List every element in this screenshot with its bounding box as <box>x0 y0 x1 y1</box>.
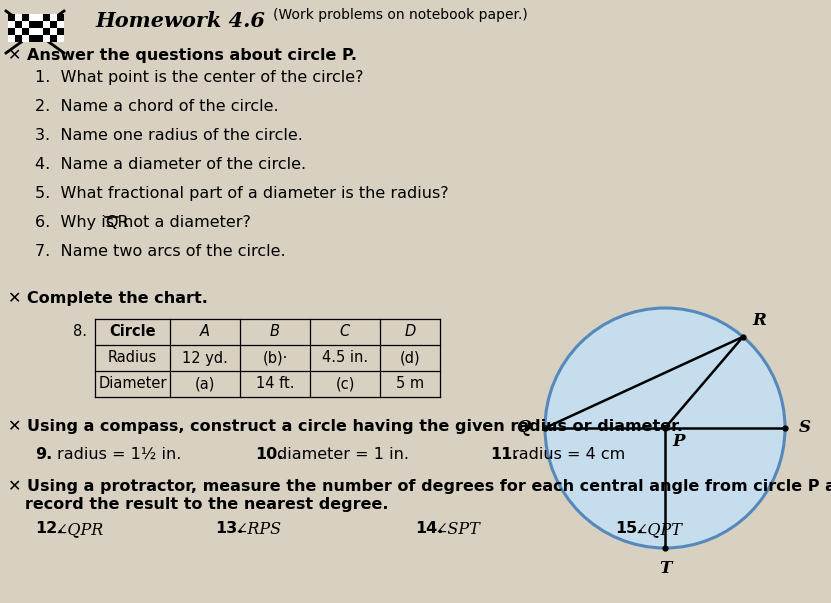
Bar <box>57 28 64 35</box>
Text: 10.: 10. <box>255 447 283 462</box>
Text: 2.  Name a chord of the circle.: 2. Name a chord of the circle. <box>35 99 278 114</box>
Text: not a diameter?: not a diameter? <box>117 215 250 230</box>
Text: ∠QPT: ∠QPT <box>635 521 683 538</box>
Bar <box>29 14 36 21</box>
Text: diameter = 1 in.: diameter = 1 in. <box>277 447 409 462</box>
Text: 9.: 9. <box>35 447 52 462</box>
Text: ∠QPR: ∠QPR <box>55 521 104 538</box>
Text: (b)·: (b)· <box>263 350 288 365</box>
Bar <box>8 28 15 35</box>
Text: 1.  What point is the center of the circle?: 1. What point is the center of the circl… <box>35 70 363 85</box>
Text: 12.: 12. <box>35 521 63 536</box>
Bar <box>50 21 57 28</box>
Circle shape <box>545 308 785 548</box>
Text: 12 yd.: 12 yd. <box>182 350 228 365</box>
Text: Radius: Radius <box>108 350 157 365</box>
Text: 11.: 11. <box>490 447 519 462</box>
Bar <box>43 28 50 35</box>
Text: 5.  What fractional part of a diameter is the radius?: 5. What fractional part of a diameter is… <box>35 186 449 201</box>
Text: S: S <box>799 420 811 437</box>
Text: 6.  Why is: 6. Why is <box>35 215 119 230</box>
Text: Circle: Circle <box>109 324 156 339</box>
Text: (a): (a) <box>194 376 215 391</box>
Bar <box>8 21 15 28</box>
Bar <box>22 35 29 42</box>
Text: QR: QR <box>105 215 129 230</box>
Bar <box>29 28 36 35</box>
Text: 14 ft.: 14 ft. <box>256 376 294 391</box>
Text: Diameter: Diameter <box>98 376 167 391</box>
Bar <box>22 21 29 28</box>
Text: record the result to the nearest degree.: record the result to the nearest degree. <box>8 497 389 512</box>
Text: P: P <box>672 433 685 450</box>
Bar <box>29 35 36 42</box>
Text: (Work problems on notebook paper.): (Work problems on notebook paper.) <box>273 8 528 22</box>
Bar <box>22 28 29 35</box>
Bar <box>50 35 57 42</box>
Text: 3.  Name one radius of the circle.: 3. Name one radius of the circle. <box>35 128 302 143</box>
Text: B: B <box>270 324 280 339</box>
Bar <box>36 28 43 35</box>
Bar <box>43 21 50 28</box>
Bar <box>57 14 64 21</box>
Text: 13.: 13. <box>215 521 243 536</box>
Text: 5 m: 5 m <box>396 376 424 391</box>
Text: A: A <box>200 324 210 339</box>
Text: 4.5 in.: 4.5 in. <box>322 350 368 365</box>
Bar <box>22 14 29 21</box>
Bar <box>36 14 43 21</box>
Bar <box>43 14 50 21</box>
Text: C: C <box>340 324 350 339</box>
Bar <box>29 21 36 28</box>
Text: (d): (d) <box>400 350 420 365</box>
Bar <box>15 35 22 42</box>
Text: ✕ Answer the questions about circle P.: ✕ Answer the questions about circle P. <box>8 48 357 63</box>
Bar <box>15 21 22 28</box>
Bar <box>57 35 64 42</box>
Text: 15.: 15. <box>615 521 643 536</box>
Text: 4.  Name a diameter of the circle.: 4. Name a diameter of the circle. <box>35 157 306 172</box>
Bar <box>57 21 64 28</box>
Bar <box>15 28 22 35</box>
Text: ✕ Using a compass, construct a circle having the given radius or diameter.: ✕ Using a compass, construct a circle ha… <box>8 419 683 434</box>
Text: 7.  Name two arcs of the circle.: 7. Name two arcs of the circle. <box>35 244 286 259</box>
Text: T: T <box>659 560 671 577</box>
Text: 14.: 14. <box>415 521 444 536</box>
Text: R: R <box>752 312 766 329</box>
Bar <box>43 35 50 42</box>
Bar <box>8 35 15 42</box>
Text: radius = 1½ in.: radius = 1½ in. <box>57 447 181 462</box>
Text: ✕ Using a protractor, measure the number of degrees for each central angle from : ✕ Using a protractor, measure the number… <box>8 479 831 494</box>
Bar <box>36 35 43 42</box>
Text: D: D <box>405 324 416 339</box>
Text: ∠SPT: ∠SPT <box>435 521 481 538</box>
Bar <box>36 21 43 28</box>
Text: Homework 4.6: Homework 4.6 <box>95 11 265 31</box>
Bar <box>15 14 22 21</box>
Text: radius = 4 cm: radius = 4 cm <box>512 447 625 462</box>
Text: ✕ Complete the chart.: ✕ Complete the chart. <box>8 291 208 306</box>
Text: 8.: 8. <box>73 324 87 339</box>
Text: ∠RPS: ∠RPS <box>235 521 283 538</box>
Text: Q: Q <box>517 420 531 437</box>
Bar <box>8 14 15 21</box>
Bar <box>50 14 57 21</box>
Bar <box>50 28 57 35</box>
Text: (c): (c) <box>336 376 355 391</box>
